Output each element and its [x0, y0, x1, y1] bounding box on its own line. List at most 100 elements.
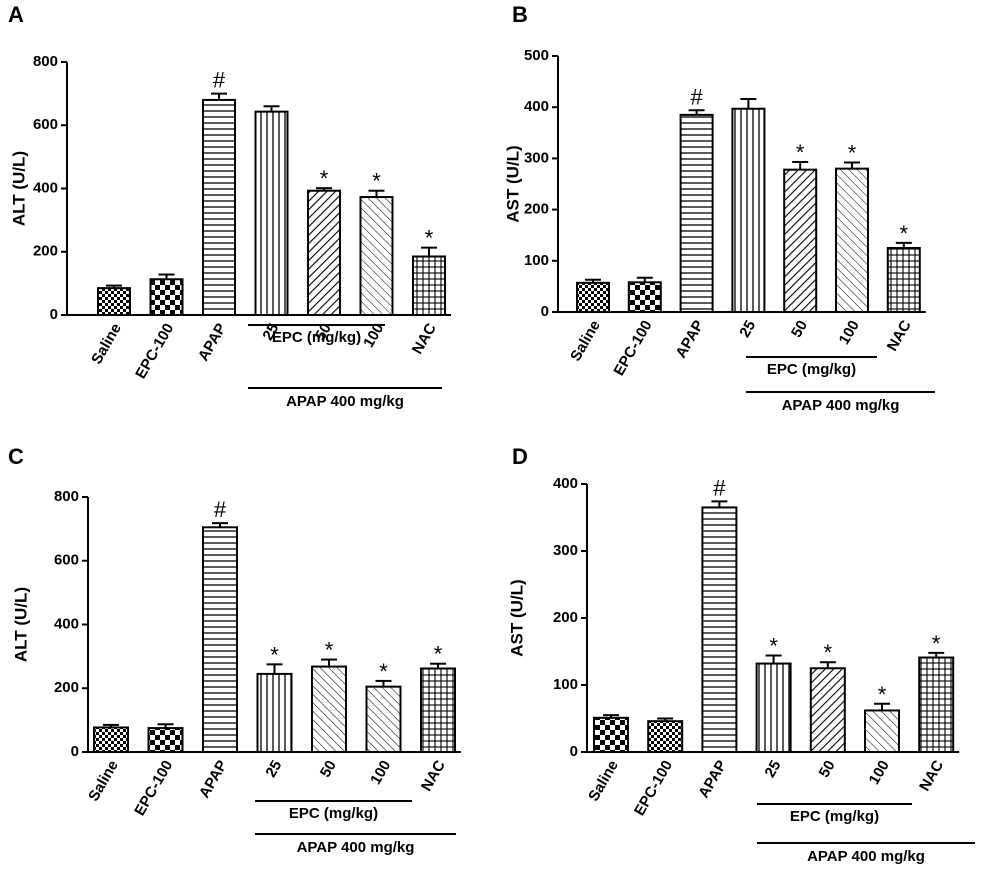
chart-panel-c: C ALT (U/L) 0 200 400 600 800 Saline EPC-100 # APA… — [8, 444, 461, 856]
x-category-label: 50 — [317, 757, 340, 780]
group-label-epc: EPC (mg/kg) — [289, 805, 378, 822]
significance-hash: # — [214, 497, 227, 522]
significance-star: * — [824, 640, 833, 665]
chart-panel-d: D AST (U/L) 0 100 200 300 400 Saline EPC-100 # APA… — [507, 444, 975, 865]
panel-letter: D — [512, 444, 528, 469]
y-tick-label: 200 — [553, 609, 578, 626]
y-tick-label: 200 — [54, 679, 79, 696]
y-tick-label: 100 — [524, 252, 549, 269]
x-category-label: 25 — [259, 320, 282, 343]
panel-letter: A — [8, 2, 24, 27]
significance-star: * — [325, 638, 334, 663]
x-category-label: EPC-100 — [631, 757, 676, 818]
x-category-label: EPC-100 — [131, 757, 176, 818]
x-category-label: 25 — [736, 317, 759, 340]
y-axis-label: AST (U/L) — [503, 145, 522, 222]
y-tick-label: 300 — [553, 542, 578, 559]
y-tick-label: 800 — [54, 488, 79, 505]
x-category-label: Saline — [585, 757, 622, 804]
bar-epc-100 — [627, 281, 662, 313]
bar-25 — [256, 672, 293, 753]
y-tick-label: 200 — [524, 201, 549, 218]
bar-50 — [307, 189, 341, 316]
bar-apap — [679, 113, 714, 313]
group-label-epc: EPC (mg/kg) — [272, 329, 361, 346]
x-category-label: NAC — [409, 320, 440, 357]
y-axis-label: AST (U/L) — [507, 579, 526, 656]
bar-50 — [809, 667, 846, 753]
bar-100 — [835, 167, 869, 313]
bar-nac — [420, 667, 456, 753]
y-axis-label: ALT (U/L) — [11, 587, 30, 662]
x-category-label: APAP — [196, 757, 231, 801]
y-tick-label: 400 — [33, 179, 58, 196]
y-tick-label: 0 — [50, 306, 58, 323]
x-category-label: Saline — [567, 317, 604, 364]
x-category-label: 25 — [262, 757, 285, 780]
group-label-epc: EPC (mg/kg) — [790, 808, 879, 825]
bar-50 — [783, 168, 818, 313]
group-label-epc: EPC (mg/kg) — [767, 361, 856, 378]
bar-apap — [202, 98, 236, 316]
y-tick-label: 500 — [524, 47, 549, 64]
y-tick-label: 600 — [33, 116, 58, 133]
chart-panel-a: A ALT (U/L) 0 200 400 600 800 Saline EPC-100 # APA… — [8, 2, 451, 410]
significance-star: * — [769, 634, 778, 659]
x-category-label: 50 — [312, 320, 335, 343]
x-category-label: EPC-100 — [132, 320, 177, 381]
x-category-label: 25 — [761, 757, 784, 780]
bar-100 — [359, 196, 394, 317]
y-tick-label: 800 — [33, 53, 58, 70]
y-axis-label: ALT (U/L) — [9, 151, 28, 226]
bar-epc-100 — [147, 727, 184, 753]
bar-saline — [576, 281, 610, 314]
x-category-label: APAP — [672, 317, 707, 361]
x-category-label: APAP — [695, 757, 730, 801]
significance-star: * — [848, 140, 857, 165]
significance-star: * — [796, 140, 805, 165]
bar-epc-100 — [647, 720, 684, 753]
bar-apap — [701, 506, 738, 754]
y-tick-label: 0 — [71, 743, 79, 760]
bar-apap — [202, 526, 238, 753]
bar-25 — [731, 107, 766, 314]
x-category-label: 50 — [788, 317, 811, 340]
x-category-label: Saline — [88, 320, 125, 367]
x-category-label: Saline — [85, 757, 122, 804]
bar-saline — [593, 716, 629, 754]
bar-nac — [886, 247, 921, 313]
y-tick-label: 0 — [541, 303, 549, 320]
y-tick-label: 400 — [54, 615, 79, 632]
bar-50 — [311, 665, 347, 754]
x-category-label: 100 — [866, 757, 893, 787]
x-category-label: 100 — [367, 757, 394, 787]
bar-nac — [918, 656, 955, 754]
y-tick-label: 600 — [54, 552, 79, 569]
panel-letter: C — [8, 444, 24, 469]
significance-hash: # — [213, 68, 226, 93]
bar-100 — [864, 709, 900, 754]
group-label-apap: APAP 400 mg/kg — [807, 848, 925, 865]
bar-nac — [412, 255, 446, 316]
panel-letter: B — [512, 2, 528, 27]
bar-100 — [365, 685, 402, 753]
significance-star: * — [878, 682, 887, 707]
significance-star: * — [270, 642, 279, 667]
significance-star: * — [379, 659, 388, 684]
x-category-label: NAC — [884, 317, 915, 354]
y-tick-label: 400 — [524, 98, 549, 115]
group-label-apap: APAP 400 mg/kg — [297, 839, 415, 856]
x-category-label: 50 — [816, 757, 839, 780]
significance-star: * — [932, 631, 941, 656]
significance-star: * — [425, 226, 434, 251]
chart-panel-b: B AST (U/L) 0 100 200 300 400 500 Saline EPC-100 #… — [503, 2, 935, 414]
significance-star: * — [434, 642, 443, 667]
significance-star: * — [372, 169, 381, 194]
significance-star: * — [900, 221, 909, 246]
x-category-label: EPC-100 — [611, 317, 656, 378]
x-category-label: NAC — [418, 757, 449, 794]
x-category-label: APAP — [195, 320, 230, 364]
y-tick-label: 200 — [33, 243, 58, 260]
x-category-label: NAC — [916, 757, 947, 794]
